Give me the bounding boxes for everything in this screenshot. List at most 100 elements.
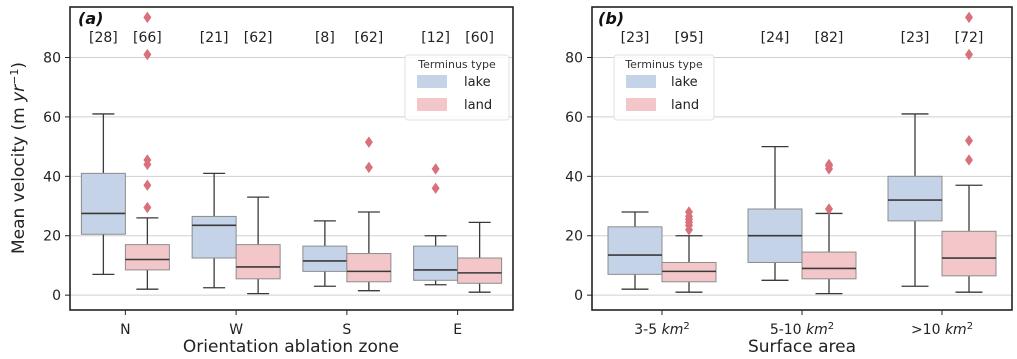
outlier-3	[965, 11, 973, 24]
x-tick-label-3: E	[453, 322, 462, 338]
panel-a-counts: [28] [21] [8] [12] [66] [62] [62] [60]	[89, 30, 494, 46]
panel-b-legend-label-land: land	[671, 98, 699, 113]
count-land-1: [62]	[244, 30, 273, 46]
box-iqr	[887, 175, 943, 222]
box-land-0	[661, 206, 717, 293]
box-land-3	[457, 221, 503, 293]
outlier-1	[364, 136, 373, 148]
y-tick-label-4: 80	[565, 51, 583, 67]
box-iqr	[235, 244, 281, 280]
x-tick-label-2: S	[342, 322, 351, 338]
box-iqr	[302, 245, 348, 272]
x-tick-label-exponent: 2	[683, 321, 689, 332]
x-tick-label-unit: km	[945, 322, 967, 338]
panel-a-legend-title: Terminus type	[417, 58, 496, 71]
count-land-0: [95]	[675, 30, 704, 46]
y-tick-label-1: 20	[565, 229, 583, 245]
y-axis-label-unit: yr	[9, 84, 29, 103]
y-tick-label-3: 60	[43, 110, 61, 126]
panel-a-legend-label-land: land	[464, 98, 492, 113]
outlier-0	[965, 154, 973, 166]
outlier-1	[431, 163, 440, 175]
outlier-0	[825, 203, 833, 215]
count-land-2: [72]	[955, 30, 984, 46]
panel-b-x-ticks: 3-5 km2 5-10 km2 >10 km2	[634, 310, 973, 338]
box-lake-2	[887, 113, 943, 287]
box-iqr	[413, 245, 459, 281]
panel-b-legend: Terminus type lake land	[613, 54, 715, 121]
panel-a-y-ticks: 0 20 40 60 80	[43, 51, 70, 304]
panel-b-counts: [23] [24] [23] [95] [82] [72]	[621, 30, 984, 46]
count-land-2: [62]	[355, 30, 384, 46]
count-lake-1: [24]	[761, 30, 790, 46]
outlier-2	[965, 48, 973, 61]
panel-b-legend-label-lake: lake	[671, 75, 698, 90]
box-land-0	[124, 11, 170, 290]
count-lake-0: [28]	[89, 30, 118, 46]
box-land-2	[941, 11, 997, 293]
count-lake-3: [12]	[421, 30, 450, 46]
y-tick-label-2: 40	[43, 169, 61, 185]
box-lake-0	[80, 113, 126, 276]
box-iqr	[191, 215, 237, 259]
y-tick-label-1: 20	[43, 229, 61, 245]
x-tick-label-unit: km	[662, 322, 684, 338]
x-tick-label-1: W	[229, 322, 243, 338]
y-axis-label-close: )	[9, 62, 29, 69]
x-tick-label-value: >10	[911, 322, 945, 338]
outlier-3	[143, 154, 152, 166]
box-land-2	[346, 136, 392, 292]
outlier-3	[825, 158, 833, 171]
x-tick-label-2: >10 km2	[911, 321, 973, 339]
panel-a-legend-swatch-lake	[417, 75, 447, 88]
outlier-1	[965, 134, 973, 147]
panel-a-legend-swatch-land	[417, 98, 447, 111]
panel-b-legend-swatch-land	[626, 98, 656, 111]
x-tick-label-unit: km	[806, 322, 828, 338]
panel-a-frame	[69, 6, 514, 311]
x-tick-label-1: 5-10 km2	[770, 321, 834, 339]
box-iqr	[941, 230, 997, 277]
panel-a-x-label: Orientation ablation zone	[183, 337, 399, 357]
x-tick-label-value: 3-5	[634, 322, 661, 338]
box-lake-3	[413, 163, 459, 286]
y-axis-label-text: Mean velocity (m	[9, 102, 29, 254]
count-lake-1: [21]	[200, 30, 229, 46]
box-land-1	[235, 196, 281, 295]
x-tick-label-exponent: 2	[967, 321, 973, 332]
outlier-0	[431, 182, 440, 194]
panel-b-legend-swatch-lake	[626, 75, 656, 88]
panel-b-x-label: Surface area	[748, 337, 856, 357]
box-lake-1	[191, 172, 237, 289]
panel-b-legend-title: Terminus type	[624, 58, 703, 71]
count-lake-0: [23]	[621, 30, 650, 46]
panel-a-label: (a)	[78, 9, 103, 28]
box-iqr	[124, 244, 170, 271]
y-tick-label-3: 60	[565, 110, 583, 126]
box-iqr	[801, 251, 857, 280]
y-tick-label-0: 0	[574, 288, 583, 304]
x-tick-label-exponent: 2	[828, 321, 834, 332]
y-axis-label-exponent: −1	[8, 69, 21, 85]
x-tick-label-0: N	[120, 322, 130, 338]
box-lake-0	[607, 211, 663, 290]
panel-a-legend-label-lake: lake	[464, 75, 491, 90]
y-axis-label: Mean velocity (m yr−1)	[8, 62, 30, 254]
count-lake-2: [23]	[901, 30, 930, 46]
box-lake-1	[747, 145, 803, 281]
outlier-1	[143, 179, 152, 191]
box-iqr	[346, 253, 392, 283]
box-iqr	[80, 172, 126, 235]
y-tick-label-4: 80	[43, 51, 61, 67]
x-tick-label-0: 3-5 km2	[634, 321, 689, 339]
y-tick-label-2: 40	[565, 169, 583, 185]
outlier-4	[143, 48, 152, 61]
count-land-0: [66]	[133, 30, 162, 46]
count-land-1: [82]	[815, 30, 844, 46]
box-iqr	[607, 226, 663, 275]
outlier-5	[685, 206, 693, 218]
y-tick-label-0: 0	[52, 288, 61, 304]
box-lake-2	[302, 220, 348, 287]
